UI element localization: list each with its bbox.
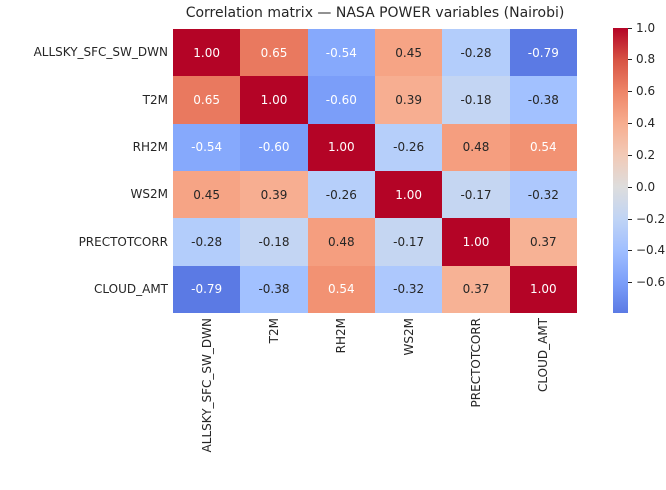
colorbar-tick-mark bbox=[628, 27, 632, 29]
col-label-RH2M: RH2M bbox=[334, 318, 349, 354]
colorbar-tick-label: −0.6 bbox=[636, 275, 666, 290]
heatmap-cell-T2M-T2M: 1.00 bbox=[240, 76, 308, 124]
heatmap-cell-T2M-PRECTOTCORR: -0.18 bbox=[442, 76, 510, 124]
heatmap-cell-ALLSKY_SFC_SW_DWN-T2M: 0.65 bbox=[240, 29, 308, 77]
row-label-T2M: T2M bbox=[142, 92, 168, 107]
row-label-WS2M: WS2M bbox=[130, 187, 168, 202]
heatmap-cell-T2M-RH2M: -0.60 bbox=[307, 76, 375, 124]
heatmap-cell-RH2M-RH2M: 1.00 bbox=[307, 123, 375, 171]
col-label-CLOUD_AMT: CLOUD_AMT bbox=[536, 318, 551, 392]
heatmap-cell-CLOUD_AMT-RH2M: 0.54 bbox=[307, 265, 375, 313]
heatmap-cell-ALLSKY_SFC_SW_DWN-ALLSKY_SFC_SW_DWN: 1.00 bbox=[173, 29, 241, 77]
heatmap-cell-CLOUD_AMT-CLOUD_AMT: 1.00 bbox=[509, 265, 577, 313]
heatmap-cell-RH2M-WS2M: -0.26 bbox=[375, 123, 443, 171]
row-label-ALLSKY_SFC_SW_DWN: ALLSKY_SFC_SW_DWN bbox=[33, 45, 168, 60]
heatmap-cell-WS2M-T2M: 0.39 bbox=[240, 170, 308, 219]
colorbar-tick-mark bbox=[628, 186, 632, 188]
heatmap-cell-ALLSKY_SFC_SW_DWN-PRECTOTCORR: -0.28 bbox=[442, 29, 510, 77]
heatmap-cell-PRECTOTCORR-ALLSKY_SFC_SW_DWN: -0.28 bbox=[173, 218, 241, 266]
row-label-CLOUD_AMT: CLOUD_AMT bbox=[94, 281, 168, 296]
heatmap-cell-PRECTOTCORR-CLOUD_AMT: 0.37 bbox=[509, 218, 577, 266]
row-label-RH2M: RH2M bbox=[132, 139, 168, 154]
heatmap-cell-WS2M-WS2M: 1.00 bbox=[375, 170, 443, 219]
colorbar-tick-mark bbox=[628, 282, 632, 284]
colorbar-tick-label: 1.0 bbox=[636, 20, 656, 35]
heatmap-grid: 1.00 0.65 -0.54 0.45 -0.28 -0.79 0.65 1.00 -0.60… bbox=[173, 29, 577, 313]
colorbar-tick-mark bbox=[628, 154, 632, 156]
heatmap-cell-RH2M-CLOUD_AMT: 0.54 bbox=[509, 123, 577, 171]
colorbar-tick-mark bbox=[628, 218, 632, 220]
colorbar-tick-mark bbox=[628, 59, 632, 61]
heatmap-cell-PRECTOTCORR-WS2M: -0.17 bbox=[375, 218, 443, 266]
colorbar-tick-label: 0.0 bbox=[636, 179, 656, 194]
heatmap-cell-RH2M-T2M: -0.60 bbox=[240, 123, 308, 171]
heatmap-cell-CLOUD_AMT-PRECTOTCORR: 0.37 bbox=[442, 265, 510, 313]
heatmap-cell-WS2M-CLOUD_AMT: -0.32 bbox=[509, 170, 577, 219]
heatmap-cell-ALLSKY_SFC_SW_DWN-RH2M: -0.54 bbox=[307, 29, 375, 77]
colorbar-tick-mark bbox=[628, 250, 632, 252]
heatmap-cell-WS2M-ALLSKY_SFC_SW_DWN: 0.45 bbox=[173, 170, 241, 219]
col-label-ALLSKY_SFC_SW_DWN: ALLSKY_SFC_SW_DWN bbox=[199, 318, 214, 453]
heatmap-cell-T2M-WS2M: 0.39 bbox=[375, 76, 443, 124]
heatmap-cell-RH2M-PRECTOTCORR: 0.48 bbox=[442, 123, 510, 171]
col-label-WS2M: WS2M bbox=[401, 318, 416, 356]
colorbar-tick-mark bbox=[628, 91, 632, 93]
heatmap-cell-T2M-ALLSKY_SFC_SW_DWN: 0.65 bbox=[173, 76, 241, 124]
heatmap-cell-WS2M-RH2M: -0.26 bbox=[307, 170, 375, 219]
colorbar-tick-label: 0.2 bbox=[636, 147, 656, 162]
colorbar-tick-label: 0.4 bbox=[636, 116, 656, 131]
colorbar bbox=[613, 28, 628, 313]
colorbar-tick-label: 0.6 bbox=[636, 84, 656, 99]
colorbar-tick-label: −0.2 bbox=[636, 211, 666, 226]
chart-title: Correlation matrix — NASA POWER variable… bbox=[185, 5, 565, 21]
heatmap-cell-PRECTOTCORR-T2M: -0.18 bbox=[240, 218, 308, 266]
heatmap-cell-WS2M-PRECTOTCORR: -0.17 bbox=[442, 170, 510, 219]
colorbar-tick-label: −0.4 bbox=[636, 243, 666, 258]
heatmap-cell-ALLSKY_SFC_SW_DWN-CLOUD_AMT: -0.79 bbox=[509, 29, 577, 77]
heatmap-cell-CLOUD_AMT-ALLSKY_SFC_SW_DWN: -0.79 bbox=[173, 265, 241, 313]
colorbar-tick-mark bbox=[628, 123, 632, 125]
heatmap-cell-PRECTOTCORR-PRECTOTCORR: 1.00 bbox=[442, 218, 510, 266]
heatmap-cell-CLOUD_AMT-WS2M: -0.32 bbox=[375, 265, 443, 313]
heatmap-cell-CLOUD_AMT-T2M: -0.38 bbox=[240, 265, 308, 313]
heatmap-cell-T2M-CLOUD_AMT: -0.38 bbox=[509, 76, 577, 124]
col-label-PRECTOTCORR: PRECTOTCORR bbox=[469, 318, 483, 408]
heatmap-cell-ALLSKY_SFC_SW_DWN-WS2M: 0.45 bbox=[375, 29, 443, 77]
heatmap-cell-RH2M-ALLSKY_SFC_SW_DWN: -0.54 bbox=[173, 123, 241, 171]
colorbar-tick-label: 0.8 bbox=[636, 52, 656, 67]
row-label-PRECTOTCORR: PRECTOTCORR bbox=[78, 234, 168, 249]
col-label-T2M: T2M bbox=[267, 318, 281, 344]
heatmap-cell-PRECTOTCORR-RH2M: 0.48 bbox=[307, 218, 375, 266]
